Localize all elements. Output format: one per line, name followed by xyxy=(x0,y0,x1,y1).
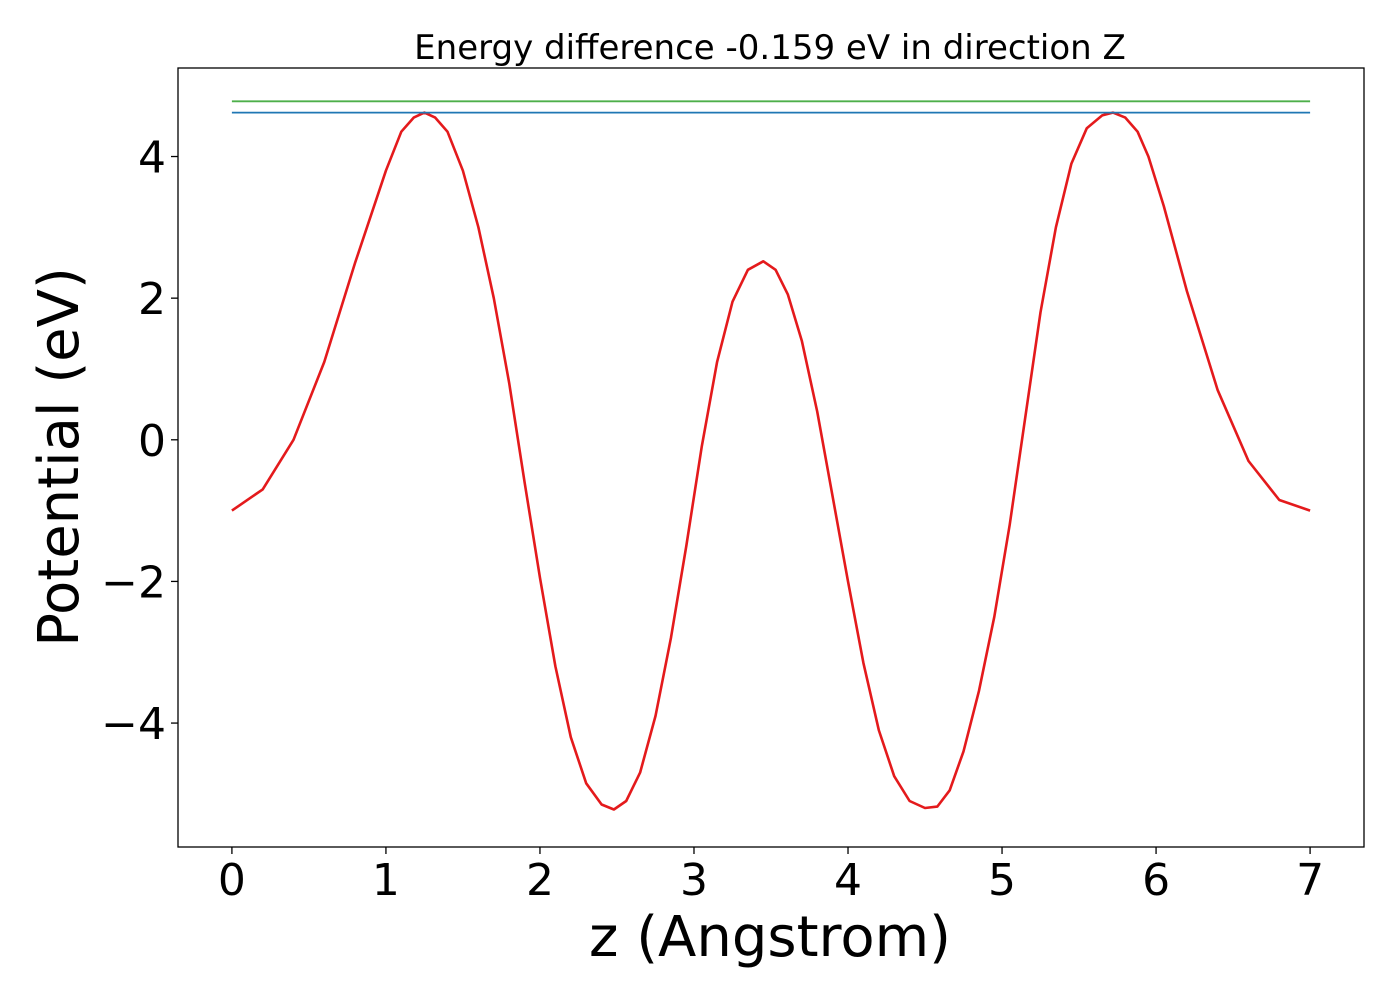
series-line-0 xyxy=(231,111,1311,811)
x-tick-label: 0 xyxy=(218,855,246,906)
y-tick-label: −2 xyxy=(101,557,166,608)
y-axis-label: Potential (eV) xyxy=(27,267,92,647)
x-tick-label: 4 xyxy=(834,855,862,906)
y-axis: −4 −2 0 2 4 xyxy=(101,133,178,750)
x-tick-label: 7 xyxy=(1296,855,1324,906)
y-tick-label: 0 xyxy=(138,416,166,467)
x-tick-label: 2 xyxy=(526,855,554,906)
chart-title: Energy difference -0.159 eV in direction… xyxy=(414,28,1126,68)
x-tick-label: 5 xyxy=(988,855,1016,906)
plot-area xyxy=(231,100,1311,811)
x-tick-label: 6 xyxy=(1142,855,1170,906)
x-tick-label: 1 xyxy=(372,855,400,906)
x-axis: 0 1 2 3 4 5 6 7 xyxy=(218,847,1324,906)
plot-frame xyxy=(177,67,1365,848)
x-tick-label: 3 xyxy=(680,855,708,906)
y-tick-label: −4 xyxy=(101,699,166,750)
y-tick-label: 2 xyxy=(138,274,166,325)
y-tick-label: 4 xyxy=(138,133,166,184)
x-axis-label: z (Angstrom) xyxy=(589,905,951,970)
